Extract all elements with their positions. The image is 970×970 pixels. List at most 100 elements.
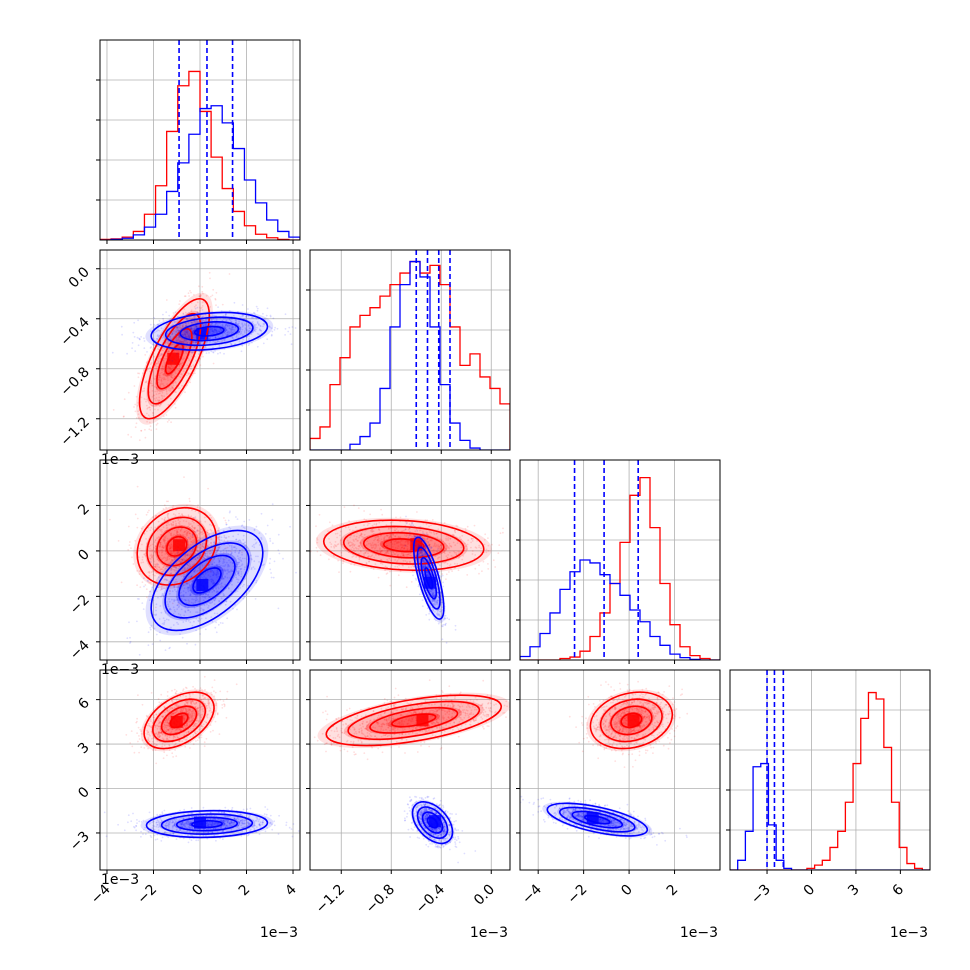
scatter-point	[236, 518, 239, 520]
scatter-point	[173, 321, 176, 324]
scatter-point	[184, 554, 186, 557]
scatter-point	[174, 553, 177, 556]
scatter-point	[153, 560, 156, 563]
scatter-point	[171, 376, 173, 379]
scatter-point	[198, 295, 201, 297]
scatter-point	[185, 324, 188, 327]
scatter-point	[168, 600, 171, 603]
scatter-point	[177, 339, 180, 342]
scatter-point	[190, 365, 192, 368]
scatter-point	[189, 537, 191, 540]
scatter-point	[210, 330, 212, 333]
scatter-point	[457, 569, 460, 572]
scatter-point	[220, 329, 223, 332]
scatter-point	[216, 549, 219, 552]
scatter-point	[195, 304, 197, 307]
scatter-point	[148, 406, 151, 409]
scatter-point	[201, 545, 203, 548]
scatter-point	[177, 387, 180, 390]
scatter-point	[153, 331, 156, 334]
scatter-point	[170, 365, 173, 367]
scatter-point	[203, 546, 205, 549]
scatter-point	[193, 547, 195, 550]
scatter-point	[164, 542, 167, 545]
scatter-point	[173, 533, 176, 536]
scatter-point	[165, 500, 168, 503]
scatter-point	[241, 325, 244, 328]
scatter-point	[146, 351, 148, 353]
scatter-point	[168, 314, 171, 317]
scatter-point	[190, 310, 193, 313]
scatter-point	[150, 526, 153, 529]
scatter-point	[186, 534, 188, 537]
scatter-point	[184, 342, 187, 344]
scatter-point	[225, 313, 227, 316]
scatter-point	[163, 374, 166, 377]
scatter-point	[181, 558, 184, 561]
scatter-point	[191, 525, 194, 528]
scatter-blue	[126, 503, 297, 656]
scatter-point	[223, 539, 226, 542]
scatter-point	[250, 333, 253, 335]
scatter-point	[169, 336, 172, 338]
scatter-point	[229, 319, 232, 322]
scatter-point	[211, 328, 214, 330]
scatter-point	[226, 334, 229, 336]
scatter-point	[158, 334, 161, 337]
scatter-point	[165, 390, 168, 393]
scatter-point	[177, 350, 180, 353]
scatter-point	[166, 513, 169, 516]
scatter-point	[159, 543, 162, 546]
scatter-point	[181, 513, 183, 515]
scatter-point	[225, 547, 227, 550]
scatter-point	[211, 327, 214, 330]
scatter-point	[202, 325, 205, 327]
scatter-point	[218, 330, 221, 333]
scatter-point	[175, 567, 178, 570]
scatter-point	[445, 573, 448, 576]
scatter-point	[271, 330, 274, 333]
scatter-point	[189, 585, 191, 587]
scatter-point	[215, 631, 218, 634]
scatter-point	[193, 562, 196, 565]
scatter-point	[188, 497, 191, 500]
scatter-point	[148, 574, 151, 577]
scatter-point	[291, 326, 294, 328]
scatter-point	[152, 549, 154, 552]
scatter-point	[226, 546, 229, 549]
scatter-point	[187, 547, 190, 549]
scatter-point	[188, 312, 190, 314]
scatter-point	[190, 365, 193, 368]
scatter-point	[242, 338, 245, 341]
scatter-point	[294, 327, 297, 329]
scatter-point	[301, 553, 303, 555]
scatter-point	[249, 554, 252, 557]
scatter-point	[177, 551, 180, 554]
scatter-point	[492, 559, 495, 562]
scatter-point	[159, 384, 162, 387]
scatter-point	[168, 419, 170, 421]
scatter-point	[144, 428, 146, 431]
scatter-point	[169, 386, 171, 388]
scatter-point	[241, 548, 244, 551]
scatter-point	[176, 534, 179, 536]
scatter-point	[153, 541, 156, 543]
scatter-point	[158, 566, 161, 568]
scatter-point	[156, 451, 158, 453]
scatter-point	[212, 362, 215, 365]
scatter-red	[112, 271, 231, 453]
scatter-point	[196, 534, 199, 537]
scatter-point	[187, 331, 189, 333]
scatter-point	[208, 563, 211, 566]
scatter-point	[143, 398, 146, 400]
scatter-point	[192, 341, 194, 343]
scatter-point	[194, 643, 197, 646]
scatter-point	[159, 570, 161, 572]
scatter-point	[152, 516, 154, 518]
scatter-point	[224, 519, 227, 522]
scatter-point	[241, 314, 244, 317]
scatter-point	[138, 570, 141, 573]
scatter-point	[441, 638, 444, 641]
scatter-point	[194, 510, 197, 513]
scatter-point	[145, 538, 148, 540]
